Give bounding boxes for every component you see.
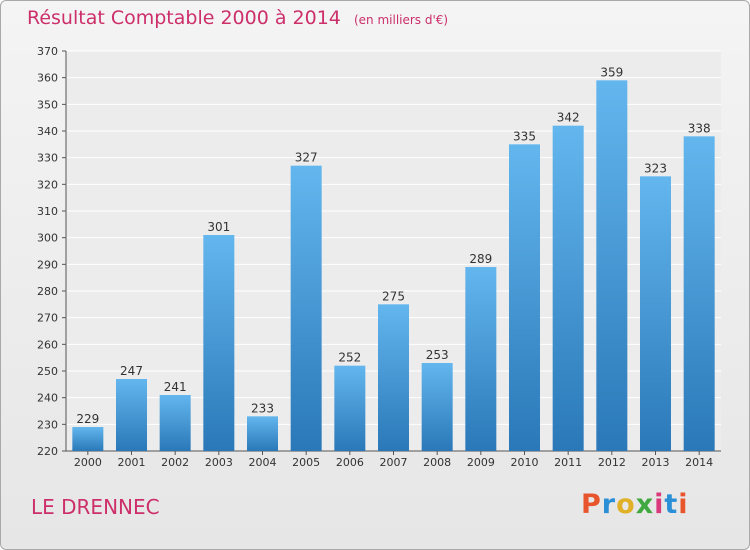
bar-2010 [509,144,540,452]
value-label-2013: 323 [644,161,667,175]
y-tick-label: 240 [37,392,58,405]
y-tick-label: 370 [37,45,58,58]
y-tick-label: 300 [37,232,58,245]
logo-letter: r [601,489,617,520]
x-tick-label-2009: 2009 [467,456,495,469]
y-tick-label: 270 [37,312,58,325]
y-tick-label: 280 [37,285,58,298]
proxiti-logo: Proxiti [581,489,689,520]
y-tick-label: 350 [37,98,58,111]
y-tick-label: 330 [37,152,58,165]
logo-letter: P [581,489,602,520]
x-tick-label-2010: 2010 [511,456,539,469]
bar-2005 [290,165,322,451]
value-label-2005: 327 [295,151,318,165]
x-tick-label-2003: 2003 [205,456,233,469]
bar-2002 [159,395,191,451]
value-label-2004: 233 [251,401,274,415]
value-label-2001: 247 [120,364,143,378]
y-tick-label: 360 [37,72,58,85]
logo-letter: x [635,489,655,520]
y-tick-label: 310 [37,205,58,218]
x-tick-label-2001: 2001 [118,456,146,469]
x-tick-label-2012: 2012 [598,456,626,469]
value-label-2007: 275 [382,289,405,303]
value-label-2014: 338 [688,121,711,135]
value-label-2008: 253 [426,348,449,362]
bar-2000 [72,427,104,451]
bar-2008 [421,363,453,451]
value-label-2003: 301 [207,220,230,234]
x-tick-label-2014: 2014 [685,456,713,469]
bar-2013 [640,176,671,452]
bar-2009 [465,267,497,451]
value-label-2012: 359 [600,65,623,79]
x-tick-label-2006: 2006 [336,456,364,469]
x-tick-label-2008: 2008 [423,456,451,469]
title-text: Résultat Comptable 2000 à 2014 [27,7,341,29]
logo-letter: t [664,489,679,520]
bar-2003 [203,235,235,451]
chart-title: Résultat Comptable 2000 à 2014 (en milli… [27,7,448,29]
bar-2014 [683,136,715,452]
y-tick-label: 340 [37,125,58,138]
y-tick-label: 320 [37,178,58,191]
x-tick-label-2005: 2005 [292,456,320,469]
bar-2011 [552,125,584,452]
value-label-2006: 252 [338,351,361,365]
logo-letter: i [654,489,665,520]
title-unit: (en milliers d'€) [353,13,449,27]
value-label-2002: 241 [164,380,187,394]
value-label-2009: 289 [469,252,492,266]
bar-2004 [247,416,278,451]
y-tick-label: 250 [37,365,58,378]
x-tick-label-2000: 2000 [74,456,102,469]
value-label-2000: 229 [76,412,99,426]
x-tick-label-2007: 2007 [380,456,408,469]
logo-letter: i [678,489,689,520]
y-tick-label: 290 [37,258,58,271]
x-tick-label-2004: 2004 [249,456,277,469]
bar-2012 [596,80,628,451]
x-tick-label-2011: 2011 [554,456,582,469]
bar-2006 [334,365,366,451]
y-tick-label: 260 [37,338,58,351]
logo-letter: o [616,489,636,520]
value-label-2011: 342 [557,111,580,125]
y-tick-label: 230 [37,418,58,431]
bar-2007 [378,304,409,451]
x-tick-label-2002: 2002 [161,456,189,469]
value-label-2010: 335 [513,129,536,143]
y-tick-label: 220 [37,445,58,458]
commune-name: LE DRENNEC [31,495,160,519]
bar-2001 [116,379,147,451]
x-tick-label-2013: 2013 [642,456,670,469]
